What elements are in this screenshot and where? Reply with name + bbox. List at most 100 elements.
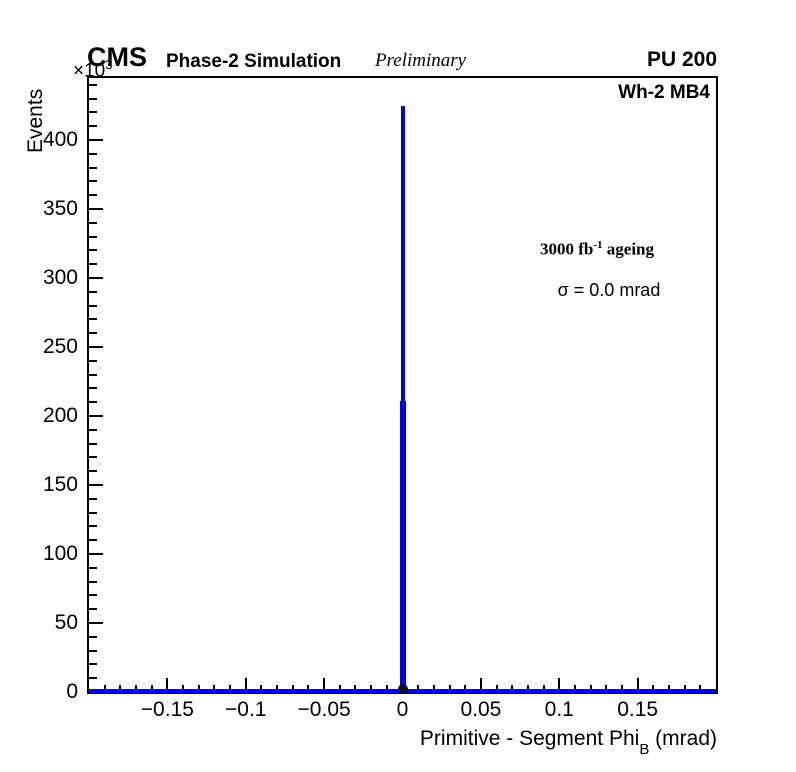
y-major-tick (89, 415, 103, 418)
x-minor-tick (652, 685, 655, 692)
mean-marker (397, 684, 408, 694)
x-tick-label: −0.1 (225, 698, 267, 721)
y-minor-tick (89, 401, 97, 404)
y-minor-tick (89, 580, 97, 583)
y-tick-label: 300 (42, 266, 78, 290)
x-minor-tick (135, 685, 138, 692)
preliminary-label: Preliminary (375, 50, 467, 71)
y-minor-tick (89, 359, 97, 362)
x-major-tick (323, 678, 326, 692)
x-axis-title-subscript: B (639, 741, 650, 758)
y-minor-tick (89, 497, 97, 500)
x-minor-tick (573, 685, 576, 692)
x-tick-label: 0.05 (460, 698, 502, 721)
x-minor-tick (103, 685, 106, 692)
x-tick-label: 0.15 (617, 698, 659, 721)
wheel-station-label: Wh-2 MB4 (618, 82, 710, 103)
x-minor-tick (699, 685, 702, 692)
y-minor-tick (89, 470, 97, 473)
x-minor-tick (464, 685, 467, 692)
x-minor-tick (448, 685, 451, 692)
y-tick-label: 150 (42, 473, 78, 497)
x-minor-tick (667, 685, 670, 692)
y-major-tick (89, 139, 103, 142)
y-minor-tick (89, 304, 97, 307)
y-minor-tick (89, 263, 97, 266)
y-minor-tick (89, 594, 97, 597)
x-minor-tick (197, 685, 200, 692)
y-minor-tick (89, 428, 97, 431)
y-tick-label: 50 (54, 611, 78, 634)
x-minor-tick (354, 685, 357, 692)
y-minor-tick (89, 663, 97, 666)
y-major-tick (89, 277, 103, 280)
y-major-tick (89, 622, 103, 624)
histogram-peak-spike (400, 105, 405, 692)
y-tick-label: 250 (42, 335, 78, 359)
y-minor-tick (89, 635, 97, 638)
experiment-label: CMS (87, 42, 147, 72)
simulation-subtitle: Phase-2 Simulation (166, 51, 342, 72)
x-minor-tick (307, 685, 310, 692)
x-minor-tick (417, 685, 420, 692)
y-minor-tick (89, 525, 97, 528)
y-minor-tick (89, 180, 97, 183)
y-minor-tick (89, 442, 97, 445)
y-minor-tick (89, 677, 97, 680)
y-minor-tick (89, 152, 97, 155)
x-minor-tick (370, 685, 373, 692)
y-tick-label: 400 (42, 128, 78, 152)
x-tick-label: 0.1 (544, 698, 574, 721)
x-minor-tick (511, 685, 514, 692)
x-minor-tick (683, 685, 686, 692)
y-minor-tick (89, 456, 97, 459)
y-minor-tick (89, 387, 97, 390)
y-tick-label: 100 (42, 542, 78, 566)
y-minor-tick (89, 539, 97, 542)
y-major-tick (89, 484, 103, 487)
x-minor-tick (150, 685, 153, 692)
x-minor-tick (182, 685, 185, 692)
y-major-tick (89, 553, 103, 556)
x-tick-label: −0.15 (140, 698, 194, 721)
x-minor-tick (260, 685, 263, 692)
x-minor-tick (338, 685, 341, 692)
y-minor-tick (89, 125, 97, 128)
y-major-tick (89, 346, 103, 349)
y-minor-tick (89, 221, 97, 224)
y-minor-tick (89, 166, 97, 169)
x-minor-tick (589, 685, 592, 692)
x-minor-tick (119, 685, 122, 692)
x-minor-tick (495, 685, 498, 692)
y-tick-label: 350 (42, 197, 78, 221)
sigma-annotation: σ = 0.0 mrad (557, 280, 661, 300)
y-minor-tick (89, 649, 97, 652)
y-tick-label: 200 (42, 404, 78, 428)
x-minor-tick (526, 685, 529, 692)
x-major-tick (166, 678, 169, 692)
x-minor-tick (385, 685, 388, 692)
y-tick-label: 0 (66, 680, 78, 703)
x-minor-tick (542, 685, 545, 692)
y-minor-tick (89, 249, 97, 252)
x-major-tick (636, 678, 639, 692)
y-major-tick (89, 208, 103, 211)
x-major-tick (244, 678, 247, 692)
x-minor-tick (229, 685, 232, 692)
x-minor-tick (213, 685, 216, 692)
y-minor-tick (89, 332, 97, 335)
y-minor-tick (89, 97, 97, 100)
y-minor-tick (89, 235, 97, 238)
x-minor-tick (291, 685, 294, 692)
x-tick-label: −0.05 (297, 698, 351, 721)
x-axis-title: Primitive - Segment PhiB (mrad) (419, 727, 717, 758)
y-minor-tick (89, 511, 97, 514)
x-minor-tick (432, 685, 435, 692)
x-minor-tick (276, 685, 279, 692)
y-axis-title: Events (24, 88, 47, 153)
x-major-tick (479, 678, 482, 692)
y-minor-tick (89, 566, 97, 569)
y-minor-tick (89, 373, 97, 376)
x-tick-label: 0 (396, 698, 409, 721)
